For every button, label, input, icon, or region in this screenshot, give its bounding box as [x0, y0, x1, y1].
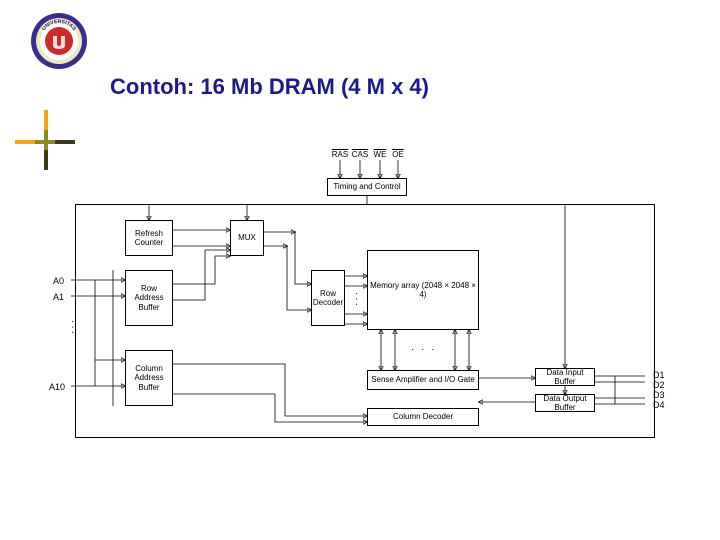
addr-a1: A1: [53, 292, 64, 302]
dots-rowdec: ···: [351, 292, 362, 308]
block-timing: Timing and Control: [327, 178, 407, 196]
block-doutbuf: Data Output Buffer: [535, 394, 595, 412]
block-sense: Sense Amplifier and I/O Gate: [367, 370, 479, 390]
data-d4: D4: [653, 400, 665, 410]
sig-ras: RAS: [331, 150, 349, 159]
bullet-horiz: [15, 140, 75, 144]
data-d2: D2: [653, 380, 665, 390]
dots-sense: · · ·: [411, 344, 437, 355]
block-dinbuf: Data Input Buffer: [535, 368, 595, 386]
sig-oe: OE: [389, 150, 407, 159]
sig-cas: CAS: [351, 150, 369, 159]
block-refresh: Refresh Counter: [125, 220, 173, 256]
block-coldec: Column Decoder: [367, 408, 479, 426]
data-d1: D1: [653, 370, 665, 380]
block-mem: Memory array (2048 × 2048 × 4): [367, 250, 479, 330]
data-d3: D3: [653, 390, 665, 400]
block-rowbuf: Row Address Buffer: [125, 270, 173, 326]
page-title: Contoh: 16 Mb DRAM (4 M x 4): [110, 74, 429, 100]
dram-diagram: Timing and Control Refresh Counter MUX R…: [55, 150, 675, 500]
addr-a10: A10: [49, 382, 65, 392]
block-colbuf: Column Address Buffer: [125, 350, 173, 406]
sig-we: WE: [371, 150, 389, 159]
block-mux: MUX: [230, 220, 264, 256]
block-rowdec: Row Decoder: [311, 270, 345, 326]
addr-dots: ···: [67, 320, 78, 336]
addr-a0: A0: [53, 276, 64, 286]
university-logo: UNIVERSITAS: [30, 12, 88, 70]
